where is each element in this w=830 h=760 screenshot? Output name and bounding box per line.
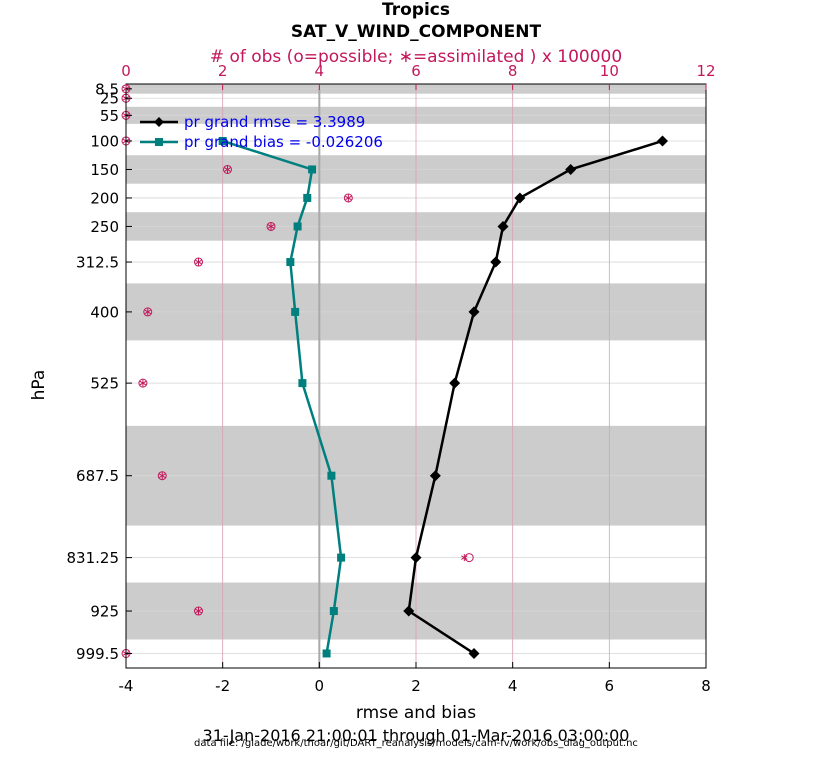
top-axis-label: # of obs (o=possible; ∗=assimilated ) x … — [210, 47, 622, 67]
legend: pr grand rmse = 3.3989 pr grand bias = -… — [140, 113, 383, 151]
y-tick-label-13: 999.5 — [76, 645, 119, 663]
obs-possible-5 — [343, 193, 353, 203]
obs-assimilated-5 — [345, 194, 352, 202]
chart-subtitle: SAT_V_WIND_COMPONENT — [291, 22, 542, 42]
series-1-point-2 — [303, 193, 312, 202]
obs-possible-9 — [138, 378, 148, 388]
x-tick-label-5: 6 — [605, 677, 615, 695]
series-0-point-7 — [429, 470, 441, 482]
series-1-point-4 — [286, 258, 295, 267]
series-1-point-7 — [327, 471, 336, 480]
obs-assimilated-4 — [224, 165, 231, 173]
series-1-point-5 — [291, 307, 300, 316]
obs-possible-4 — [223, 164, 232, 174]
obs-assimilated-9 — [139, 379, 147, 387]
x-tick-label-6: 8 — [701, 677, 711, 695]
series-0-point-1 — [565, 163, 577, 175]
top-tick-label-4: 8 — [508, 62, 518, 80]
obs-assimilated-11 — [461, 554, 468, 562]
series-0-point-5 — [468, 306, 480, 318]
series-0-point-4 — [490, 256, 502, 268]
series-1-point-10 — [322, 649, 331, 658]
obs-assimilated-10 — [158, 472, 166, 480]
obs-possible-12 — [194, 606, 203, 616]
y-tick-label-5: 200 — [90, 189, 119, 207]
top-tick-label-5: 10 — [600, 62, 619, 80]
x-tick-label-1: -2 — [215, 677, 230, 695]
series-1-point-1 — [308, 165, 317, 174]
y-tick-label-0: 8.5 — [95, 80, 119, 98]
obs-possible-6 — [266, 221, 276, 231]
y-tick-label-8: 400 — [90, 303, 119, 321]
legend-bias-marker — [155, 138, 163, 146]
series-0-point-6 — [449, 377, 461, 389]
series-1-point-8 — [337, 553, 346, 562]
y-tick-label-10: 687.5 — [76, 467, 119, 485]
x-tick-label-2: 0 — [315, 677, 325, 695]
top-tick-label-2: 4 — [315, 62, 325, 80]
legend-rmse-marker — [154, 117, 164, 127]
series-0-point-9 — [403, 605, 415, 617]
obs-possible-10 — [157, 471, 167, 481]
y-tick-label-1: 25 — [100, 90, 119, 108]
top-tick-label-1: 2 — [218, 62, 228, 80]
y-tick-label-3: 100 — [90, 132, 119, 150]
x-tick-label-4: 4 — [508, 677, 518, 695]
x-tick-label-0: -4 — [119, 677, 134, 695]
legend-rmse-label: pr grand rmse = 3.3989 — [184, 113, 365, 131]
obs-possible-8 — [143, 307, 153, 317]
top-tick-label-6: 12 — [696, 62, 715, 80]
series-1-point-6 — [298, 379, 307, 388]
legend-bias-label: pr grand bias = -0.026206 — [184, 133, 383, 151]
y-tick-label-4: 150 — [90, 161, 119, 179]
top-tick-label-3: 6 — [411, 62, 421, 80]
series-0-point-3 — [497, 220, 509, 232]
y-tick-label-7: 312.5 — [76, 254, 119, 272]
x-axis-label: rmse and bias — [356, 703, 476, 723]
obs-assimilated-7 — [195, 258, 202, 266]
obs-assimilated-6 — [267, 222, 275, 230]
series-layer — [218, 135, 668, 659]
y-tick-label-12: 925 — [90, 603, 119, 621]
series-1-point-0 — [218, 136, 227, 145]
series-0-point-0 — [657, 135, 668, 147]
y-axis-label: hPa — [29, 370, 49, 401]
date-range-footer: 31-Jan-2016 21:00:01 through 01-Mar-2016… — [203, 726, 630, 745]
data-file-footer: data file: /glade/work/thoar/git/DART_re… — [194, 738, 638, 749]
y-tick-label-11: 831.25 — [67, 549, 120, 567]
x-tick-label-3: 2 — [411, 677, 421, 695]
x-axis-ticks: -4 -2 0 2 4 6 8 — [119, 662, 711, 695]
series-0-point-2 — [514, 192, 526, 204]
top-tick-label-0: 0 — [121, 62, 131, 80]
obs-possible-7 — [194, 257, 203, 267]
series-1-point-9 — [329, 607, 338, 616]
y-tick-label-9: 525 — [90, 375, 119, 393]
y-tick-label-2: 55 — [100, 107, 119, 125]
series-1-point-3 — [293, 222, 302, 231]
series-0-point-8 — [410, 552, 422, 564]
chart-title: Tropics — [382, 0, 450, 20]
top-axis-ticks: 0 2 4 6 8 10 12 — [121, 62, 716, 90]
obs-assimilated-12 — [195, 607, 202, 615]
obs-assimilated-8 — [144, 308, 152, 316]
y-tick-label-6: 250 — [90, 218, 119, 236]
series-0-point-10 — [468, 647, 480, 659]
